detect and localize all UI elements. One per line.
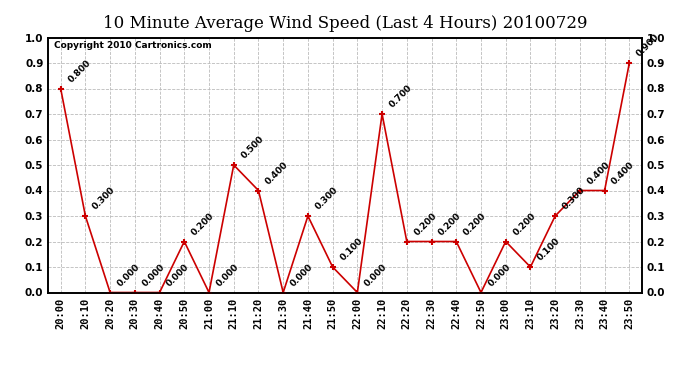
Text: 0.000: 0.000 — [116, 262, 141, 288]
Text: 0.100: 0.100 — [338, 237, 364, 263]
Text: 0.400: 0.400 — [610, 160, 636, 186]
Text: 0.000: 0.000 — [486, 262, 513, 288]
Text: 0.000: 0.000 — [363, 262, 389, 288]
Text: 0.300: 0.300 — [561, 186, 587, 212]
Text: 0.100: 0.100 — [536, 237, 562, 263]
Text: 0.700: 0.700 — [388, 84, 414, 110]
Text: 0.200: 0.200 — [511, 211, 538, 237]
Text: 0.000: 0.000 — [215, 262, 241, 288]
Text: 0.000: 0.000 — [140, 262, 166, 288]
Text: 0.500: 0.500 — [239, 135, 266, 161]
Text: 0.400: 0.400 — [264, 160, 290, 186]
Text: 0.200: 0.200 — [413, 211, 439, 237]
Text: 0.000: 0.000 — [165, 262, 191, 288]
Text: 0.200: 0.200 — [190, 211, 216, 237]
Text: 0.200: 0.200 — [462, 211, 488, 237]
Text: 0.300: 0.300 — [313, 186, 339, 212]
Text: 0.800: 0.800 — [66, 58, 92, 84]
Text: 0.300: 0.300 — [91, 186, 117, 212]
Text: 0.400: 0.400 — [585, 160, 612, 186]
Text: 0.200: 0.200 — [437, 211, 463, 237]
Text: 0.900: 0.900 — [635, 33, 661, 59]
Text: Copyright 2010 Cartronics.com: Copyright 2010 Cartronics.com — [55, 41, 212, 50]
Text: 10 Minute Average Wind Speed (Last 4 Hours) 20100729: 10 Minute Average Wind Speed (Last 4 Hou… — [103, 15, 587, 32]
Text: 0.000: 0.000 — [288, 262, 315, 288]
